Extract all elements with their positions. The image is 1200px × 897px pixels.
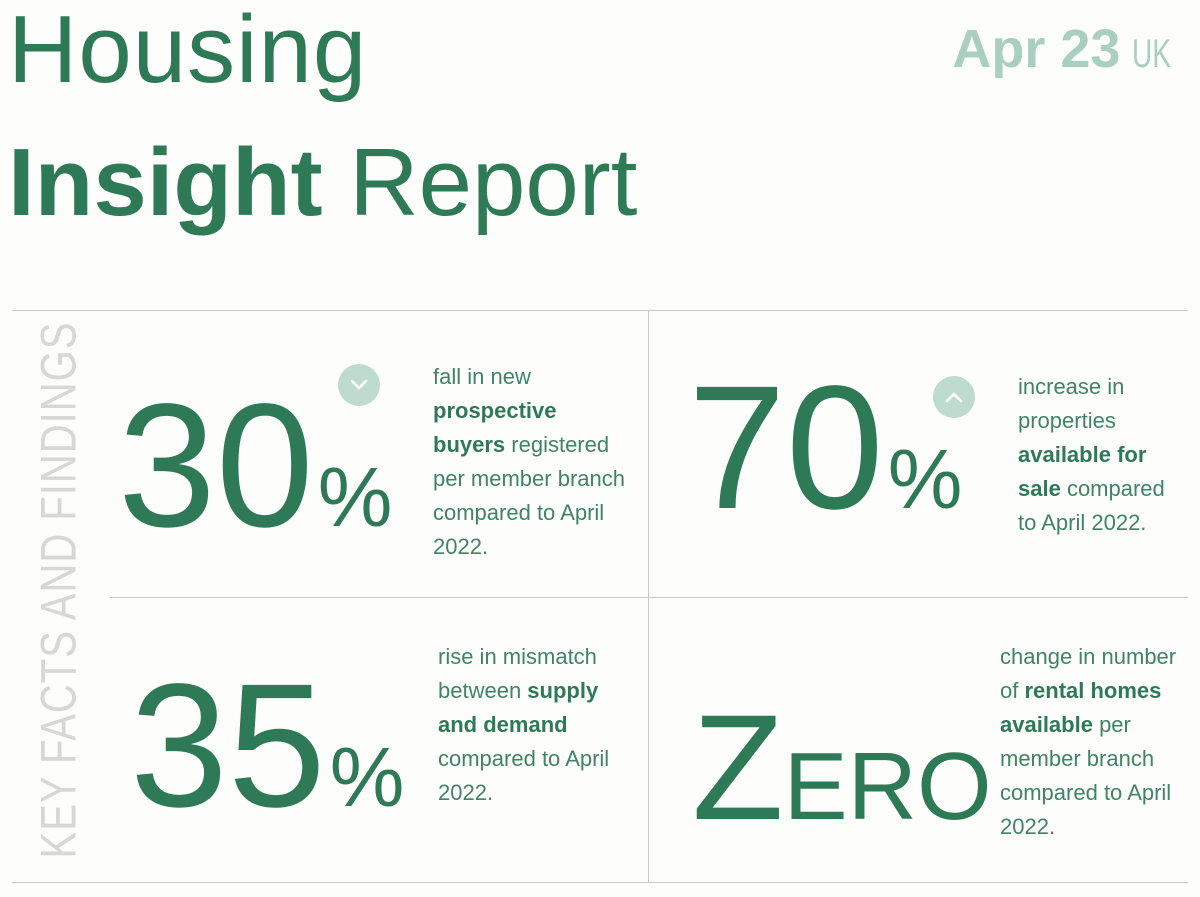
- fact-4-description: change in number of rental homes availab…: [1000, 644, 1177, 839]
- country-code: UK: [1132, 32, 1172, 76]
- report-date: Apr 23 UK: [952, 18, 1188, 80]
- title-light-word: Report: [349, 129, 638, 236]
- fact-1-description: fall in new prospective buyers registere…: [433, 364, 625, 559]
- side-label: KEY FACTS AND FINDINGS: [31, 321, 87, 859]
- chevron-up-icon: [933, 376, 975, 418]
- top-divider: [12, 310, 1188, 311]
- date-month-year: Apr 23: [952, 19, 1121, 79]
- title-line-1: Housing: [8, 0, 368, 103]
- fact-4-value: ZERO: [692, 683, 992, 851]
- fact-1-value: 30%: [118, 368, 393, 564]
- center-divider: [648, 310, 649, 882]
- middle-divider: [110, 597, 1188, 598]
- title-bold-word: Insight: [8, 129, 323, 236]
- chevron-down-icon: [338, 364, 380, 406]
- fact-2-description: increase in properties available for sal…: [1018, 374, 1165, 535]
- fact-3-description: rise in mismatch between supply and dema…: [438, 644, 610, 805]
- title-line-2: Insight Report: [8, 135, 637, 231]
- fact-2-value: 70%: [688, 350, 963, 546]
- bottom-divider: [12, 882, 1188, 883]
- fact-3-value: 35%: [130, 648, 405, 844]
